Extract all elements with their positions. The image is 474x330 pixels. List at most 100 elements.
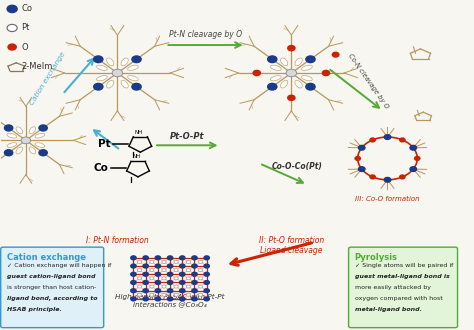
Circle shape — [131, 256, 136, 260]
Ellipse shape — [271, 76, 281, 81]
Circle shape — [150, 293, 154, 296]
Circle shape — [180, 289, 185, 293]
Circle shape — [131, 264, 136, 268]
Circle shape — [253, 70, 260, 76]
Text: guest metal-ligand bond is: guest metal-ligand bond is — [355, 274, 449, 279]
Circle shape — [150, 277, 154, 280]
Circle shape — [155, 272, 161, 276]
Circle shape — [268, 56, 277, 63]
Circle shape — [162, 293, 166, 296]
Circle shape — [192, 272, 197, 276]
Text: II: Pt-O formation
Ligand cleavage: II: Pt-O formation Ligand cleavage — [259, 236, 324, 255]
Circle shape — [167, 289, 173, 293]
Ellipse shape — [128, 65, 138, 70]
Circle shape — [199, 269, 203, 272]
Circle shape — [155, 256, 161, 260]
Ellipse shape — [295, 58, 302, 66]
Text: NH: NH — [135, 130, 143, 135]
Circle shape — [39, 150, 47, 156]
Ellipse shape — [7, 143, 17, 148]
Text: Pyrolysis: Pyrolysis — [355, 253, 398, 262]
Text: metal-ligand bond.: metal-ligand bond. — [355, 307, 421, 312]
Circle shape — [7, 24, 17, 32]
Text: ligand bond, according to: ligand bond, according to — [7, 296, 97, 301]
Circle shape — [355, 156, 360, 160]
Circle shape — [174, 285, 178, 288]
Circle shape — [155, 264, 161, 268]
Circle shape — [186, 293, 191, 296]
Circle shape — [415, 156, 420, 160]
Circle shape — [306, 56, 315, 63]
Circle shape — [150, 285, 154, 288]
Circle shape — [199, 293, 203, 296]
Ellipse shape — [295, 80, 302, 88]
Circle shape — [286, 69, 297, 77]
Circle shape — [192, 297, 197, 301]
Circle shape — [358, 146, 365, 150]
Text: 2-MeIm: 2-MeIm — [21, 62, 53, 71]
Circle shape — [137, 260, 142, 263]
Circle shape — [174, 277, 178, 280]
Text: NH: NH — [133, 154, 141, 159]
Circle shape — [186, 285, 191, 288]
Circle shape — [174, 260, 178, 263]
Circle shape — [112, 69, 123, 77]
Text: ✓ Single atoms will be paired if: ✓ Single atoms will be paired if — [355, 263, 453, 268]
Text: Cation exchange: Cation exchange — [29, 50, 67, 106]
Circle shape — [174, 293, 178, 296]
Circle shape — [268, 83, 277, 90]
Circle shape — [4, 150, 13, 156]
Circle shape — [186, 269, 191, 272]
Circle shape — [143, 272, 148, 276]
Circle shape — [150, 269, 154, 272]
Text: O: O — [21, 43, 28, 51]
Text: Co-N cleavage by O: Co-N cleavage by O — [347, 52, 390, 110]
Ellipse shape — [281, 58, 288, 66]
Circle shape — [143, 289, 148, 293]
Ellipse shape — [29, 127, 36, 134]
Circle shape — [400, 138, 405, 142]
Circle shape — [180, 256, 185, 260]
Circle shape — [4, 125, 13, 131]
Ellipse shape — [301, 65, 312, 70]
Circle shape — [143, 280, 148, 284]
Text: I: Pt-N formation: I: Pt-N formation — [86, 236, 149, 245]
Ellipse shape — [35, 143, 45, 148]
Ellipse shape — [121, 58, 128, 66]
Circle shape — [167, 256, 173, 260]
Ellipse shape — [121, 80, 128, 88]
Circle shape — [94, 56, 103, 63]
Circle shape — [132, 56, 141, 63]
Circle shape — [162, 285, 166, 288]
Text: more easily attacked by: more easily attacked by — [355, 285, 430, 290]
Circle shape — [137, 285, 142, 288]
Text: is stronger than host cation-: is stronger than host cation- — [7, 285, 96, 290]
Circle shape — [410, 146, 417, 150]
Text: Co: Co — [93, 163, 108, 173]
Circle shape — [155, 289, 161, 293]
Circle shape — [410, 167, 417, 172]
Circle shape — [137, 293, 142, 296]
Circle shape — [288, 46, 295, 51]
Circle shape — [174, 269, 178, 272]
Circle shape — [131, 272, 136, 276]
Ellipse shape — [16, 147, 23, 154]
Circle shape — [332, 52, 339, 57]
Ellipse shape — [271, 65, 281, 70]
Circle shape — [370, 138, 375, 142]
Circle shape — [192, 256, 197, 260]
Text: Pt: Pt — [98, 139, 110, 148]
Circle shape — [180, 280, 185, 284]
Circle shape — [204, 272, 210, 276]
Circle shape — [180, 264, 185, 268]
Ellipse shape — [128, 76, 138, 81]
Circle shape — [162, 269, 166, 272]
Circle shape — [384, 178, 391, 182]
Circle shape — [199, 260, 203, 263]
Ellipse shape — [29, 147, 36, 154]
Circle shape — [192, 289, 197, 293]
Ellipse shape — [7, 133, 17, 138]
Circle shape — [180, 272, 185, 276]
Circle shape — [400, 175, 405, 179]
Ellipse shape — [35, 133, 45, 138]
